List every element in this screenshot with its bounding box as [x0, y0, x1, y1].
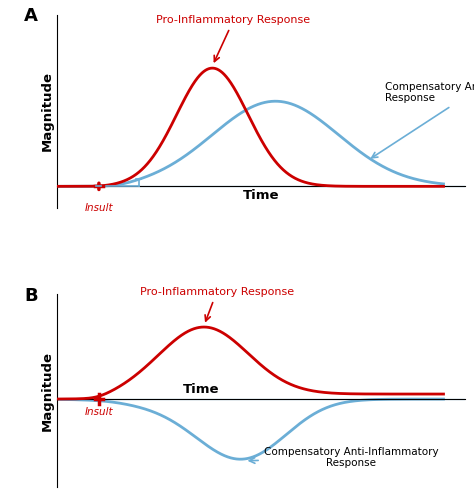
Y-axis label: Magnitude: Magnitude	[41, 351, 54, 431]
X-axis label: Time: Time	[242, 189, 279, 202]
Y-axis label: Magnitude: Magnitude	[41, 71, 54, 151]
Text: Pro-Inflammatory Response: Pro-Inflammatory Response	[156, 15, 310, 62]
Text: B: B	[24, 287, 38, 305]
Text: Pro-Inflammatory Response: Pro-Inflammatory Response	[140, 287, 294, 321]
Text: Compensatory Anti-Inflammatory
Response: Compensatory Anti-Inflammatory Response	[249, 446, 438, 468]
Text: A: A	[24, 7, 38, 25]
Text: Compensatory Anti-Inflammatory
Response: Compensatory Anti-Inflammatory Response	[372, 82, 474, 158]
Text: Insult: Insult	[84, 407, 113, 416]
Text: Time: Time	[183, 383, 219, 396]
Text: Insult: Insult	[84, 203, 113, 213]
